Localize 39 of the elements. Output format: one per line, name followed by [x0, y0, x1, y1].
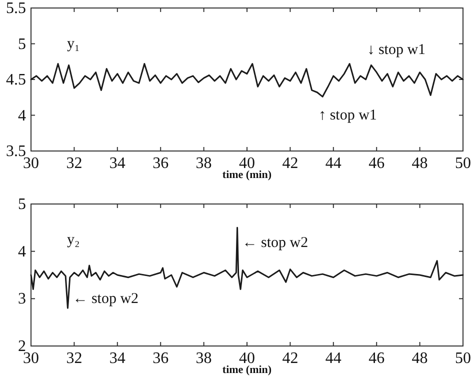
x-tick-label: 50 — [455, 155, 471, 172]
annotation: ↑ stop w1 — [318, 108, 377, 124]
annotation: y₂ — [67, 232, 80, 248]
x-tick-label: 32 — [66, 155, 82, 172]
x-tick-label: 36 — [152, 350, 169, 367]
y-tick-label: 4 — [18, 107, 26, 124]
line-series — [30, 63, 464, 98]
x-tick-label: 30 — [23, 155, 39, 172]
x-tick-label: 46 — [368, 350, 385, 367]
x-tick-label: 46 — [368, 155, 385, 172]
line-series — [30, 226, 464, 309]
x-tick-label: 34 — [109, 350, 126, 367]
x-tick-label: 42 — [282, 155, 298, 172]
x-tick-label: 40 — [239, 350, 255, 367]
x-tick-label: 44 — [325, 350, 342, 367]
annotation: y₁ — [67, 36, 80, 52]
annotation: ↓ stop w1 — [367, 42, 426, 58]
y-tick-label: 5.5 — [6, 0, 26, 17]
x-tick-label: 40 — [239, 155, 255, 172]
y-tick-label: 3 — [18, 290, 26, 308]
x-tick-label: 48 — [412, 350, 428, 367]
y-tick-label: 5 — [18, 196, 26, 213]
y-tick-label: 4 — [18, 243, 26, 260]
x-axis-title: time (min) — [222, 169, 272, 181]
x-tick-label: 32 — [66, 350, 82, 367]
x-tick-label: 30 — [23, 350, 39, 367]
x-tick-label: 44 — [325, 155, 342, 172]
x-tick-label: 50 — [455, 350, 471, 367]
y-tick-label: 4.5 — [6, 72, 26, 88]
x-tick-label: 42 — [282, 350, 298, 367]
x-tick-label: 48 — [412, 155, 428, 172]
x-tick-label: 36 — [152, 155, 169, 172]
y-tick-label: 5 — [18, 36, 26, 53]
x-tick-label: 38 — [196, 350, 212, 367]
annotation: ← stop w2 — [72, 291, 139, 308]
x-tick-label: 34 — [109, 155, 126, 172]
x-tick-label: 38 — [196, 155, 212, 172]
x-axis-title: time (min) — [222, 364, 272, 376]
annotation: ← stop w2 — [242, 234, 308, 251]
